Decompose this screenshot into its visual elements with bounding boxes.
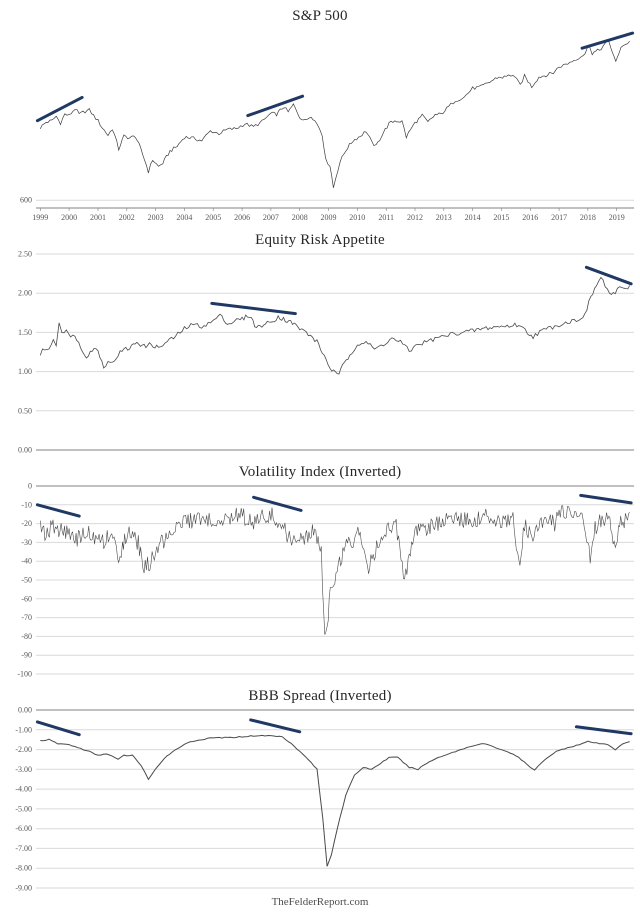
svg-text:2.50: 2.50 — [18, 250, 32, 259]
svg-text:-90: -90 — [21, 651, 32, 660]
svg-text:2006: 2006 — [234, 213, 250, 222]
svg-text:2007: 2007 — [263, 213, 279, 222]
svg-text:2002: 2002 — [119, 213, 135, 222]
svg-text:2003: 2003 — [148, 213, 164, 222]
svg-text:2005: 2005 — [205, 213, 221, 222]
svg-text:-40: -40 — [21, 557, 32, 566]
svg-text:-50: -50 — [21, 576, 32, 585]
svg-text:2018: 2018 — [580, 213, 596, 222]
svg-text:0.00: 0.00 — [18, 446, 32, 455]
svg-text:-5.00: -5.00 — [15, 804, 32, 813]
svg-text:2008: 2008 — [292, 213, 308, 222]
svg-text:-20: -20 — [21, 519, 32, 528]
svg-text:2009: 2009 — [321, 213, 337, 222]
svg-text:2015: 2015 — [493, 213, 509, 222]
svg-text:-6.00: -6.00 — [15, 824, 32, 833]
svg-text:-9.00: -9.00 — [15, 884, 32, 893]
svg-text:0: 0 — [28, 482, 32, 491]
svg-text:-7.00: -7.00 — [15, 844, 32, 853]
svg-text:-80: -80 — [21, 632, 32, 641]
equity-risk-appetite-plot: 2.50 2.00 1.50 1.00 0.50 0.00 — [18, 250, 634, 455]
svg-text:0.50: 0.50 — [18, 406, 32, 415]
svg-text:2010: 2010 — [349, 213, 365, 222]
svg-text:2012: 2012 — [407, 213, 423, 222]
panel-bbb-spread: BBB Spread (Inverted) 0.00 -1.00 -2.00 -3.0… — [0, 686, 640, 894]
chart-title-volatility-index: Volatility Index (Inverted) — [238, 464, 402, 480]
watermark: TheFelderReport.com — [271, 896, 369, 908]
svg-text:1.00: 1.00 — [18, 367, 32, 376]
svg-text:-10: -10 — [21, 500, 32, 509]
chart-title-bbb-spread: BBB Spread (Inverted) — [248, 688, 392, 704]
chart-title-equity-risk-appetite: Equity Risk Appetite — [255, 232, 385, 248]
svg-text:-2.00: -2.00 — [15, 745, 32, 754]
panel-equity-risk-appetite: Equity Risk Appetite 2.50 2.00 1.50 1.00 0.5… — [0, 230, 640, 456]
chart-title-sp500: S&P 500 — [292, 8, 348, 24]
svg-text:2001: 2001 — [90, 213, 106, 222]
svg-text:2.00: 2.00 — [18, 289, 32, 298]
svg-text:2016: 2016 — [522, 213, 538, 222]
bbb-spread-plot: 0.00 -1.00 -2.00 -3.00 -4.00 -5.00 -6.00 -7.00 -… — [15, 706, 634, 893]
svg-text:-8.00: -8.00 — [15, 864, 32, 873]
svg-text:2004: 2004 — [176, 213, 192, 222]
svg-text:1.50: 1.50 — [18, 328, 32, 337]
svg-text:-1.00: -1.00 — [15, 725, 32, 734]
svg-text:-30: -30 — [21, 538, 32, 547]
svg-text:-60: -60 — [21, 594, 32, 603]
panel-sp500: S&P 500 600 1999 2000 2001 2002 2003 2004 2005 2… — [0, 6, 640, 224]
svg-text:-3.00: -3.00 — [15, 765, 32, 774]
svg-text:0.00: 0.00 — [18, 706, 32, 715]
svg-text:2019: 2019 — [609, 213, 625, 222]
svg-text:2011: 2011 — [378, 213, 394, 222]
volatility-index-plot: 0 -10 -20 -30 -40 -50 -60 -70 -80 -90 -100 — [17, 482, 634, 679]
svg-text:600: 600 — [20, 196, 32, 205]
svg-text:-100: -100 — [17, 670, 32, 679]
svg-text:-70: -70 — [21, 613, 32, 622]
svg-text:2013: 2013 — [436, 213, 452, 222]
svg-text:1999: 1999 — [32, 213, 48, 222]
svg-text:2017: 2017 — [551, 213, 567, 222]
panel-volatility-index: Volatility Index (Inverted) 0 -10 -20 -30 -4… — [0, 462, 640, 680]
svg-text:-4.00: -4.00 — [15, 785, 32, 794]
svg-text:2000: 2000 — [61, 213, 77, 222]
svg-text:2014: 2014 — [465, 213, 481, 222]
